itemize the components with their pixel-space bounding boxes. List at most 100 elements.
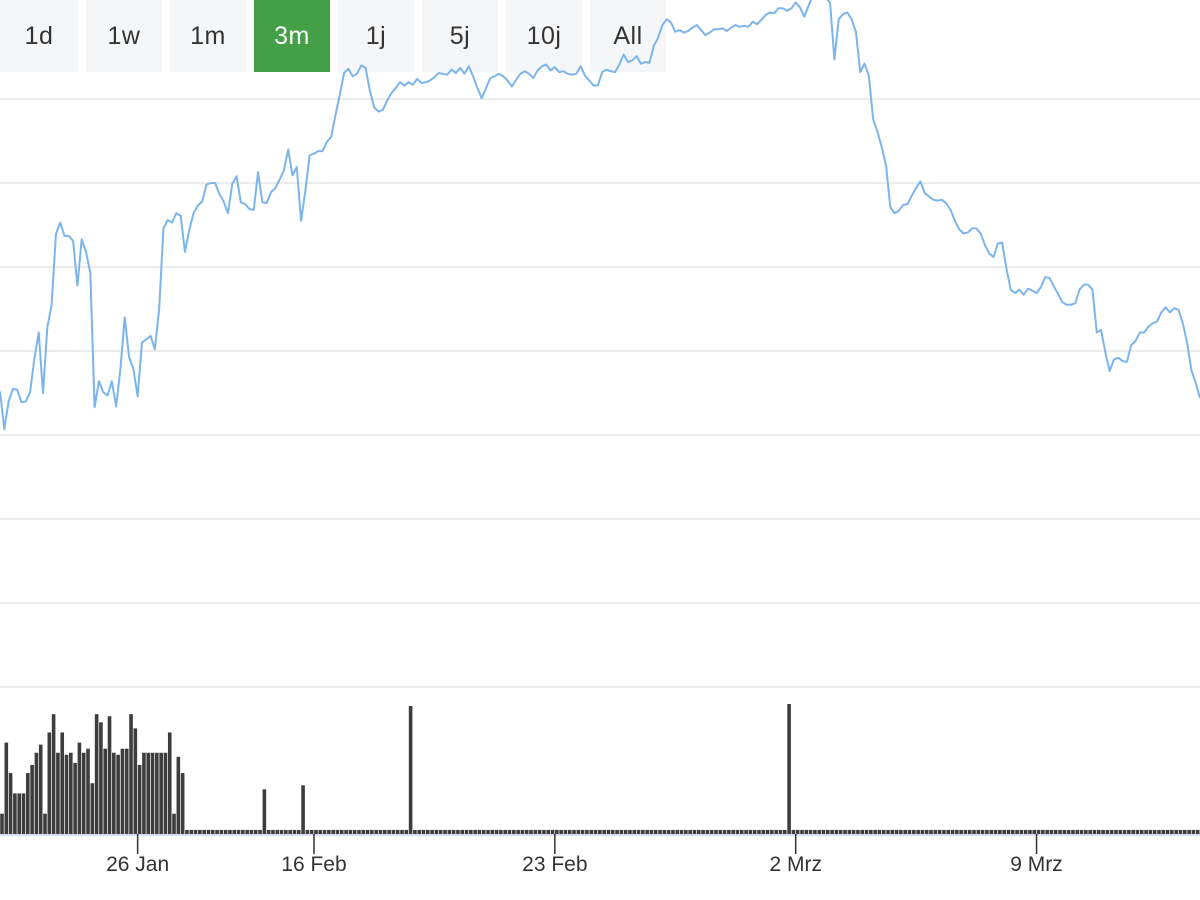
volume-bar — [90, 783, 95, 834]
range-button-5j[interactable]: 5j — [422, 0, 498, 72]
volume-bar — [305, 829, 310, 834]
volume-bar — [374, 829, 378, 834]
volume-bar — [473, 829, 477, 834]
range-selector: 1d 1w 1m 3m 1j 5j 10j All — [0, 0, 674, 72]
volume-bar — [894, 829, 899, 834]
volume-bar — [675, 829, 680, 834]
range-button-3m[interactable]: 3m — [254, 0, 330, 72]
volume-bar — [877, 829, 882, 834]
volume-bar — [202, 829, 206, 834]
volume-bar — [903, 829, 908, 834]
volume-bar — [124, 748, 129, 834]
volume-bar — [1062, 829, 1067, 834]
volume-bar — [550, 829, 555, 834]
volume-bar — [1165, 829, 1170, 834]
volume-bar — [1157, 829, 1161, 834]
volume-bar — [395, 829, 400, 834]
volume-bar — [159, 752, 163, 834]
volume-bar — [791, 829, 796, 834]
volume-bar — [744, 829, 748, 834]
volume-bar — [1161, 829, 1166, 834]
volume-bar — [210, 829, 215, 834]
volume-bar — [451, 829, 456, 834]
volume-bar — [886, 829, 890, 834]
volume-bar — [215, 829, 219, 834]
volume-bar — [413, 829, 417, 834]
volume-bar — [1015, 829, 1019, 834]
range-button-1w[interactable]: 1w — [86, 0, 162, 72]
volume-bar — [1178, 829, 1183, 834]
volume-bar — [47, 732, 52, 834]
volume-bar — [64, 754, 69, 834]
range-button-all[interactable]: All — [590, 0, 666, 72]
volume-bar — [1053, 829, 1058, 834]
volume-bar — [17, 793, 21, 835]
volume-bar — [555, 829, 559, 834]
volume-bar — [567, 829, 572, 834]
volume-bar — [13, 793, 17, 835]
volume-bar — [469, 829, 473, 834]
volume-bar — [318, 829, 323, 834]
volume-bar — [787, 704, 791, 834]
volume-bar — [38, 744, 43, 835]
volume-bar — [1109, 829, 1114, 834]
volume-bar — [112, 752, 116, 834]
volume-bar — [86, 748, 90, 834]
volume-bar — [51, 714, 56, 834]
volume-bar — [735, 829, 740, 834]
volume-bar — [770, 829, 774, 834]
volume-bar — [649, 829, 654, 834]
volume-bar — [129, 714, 133, 834]
volume-bar — [920, 829, 925, 834]
volume-bar — [929, 829, 933, 834]
volume-bar — [1058, 829, 1062, 834]
volume-bar — [137, 764, 142, 834]
volume-bar — [976, 829, 981, 834]
volume-bar — [765, 829, 770, 834]
volume-bar — [980, 829, 985, 834]
volume-bar — [81, 752, 86, 834]
volume-bar — [606, 829, 611, 834]
volume-bar — [1152, 829, 1157, 834]
volume-bar — [881, 829, 886, 834]
volume-bar — [701, 829, 705, 834]
volume-bar — [924, 829, 929, 834]
volume-bar — [585, 829, 589, 834]
price-series-line — [0, 0, 1200, 431]
volume-bar — [645, 829, 649, 834]
volume-bar — [26, 773, 30, 834]
volume-bar — [73, 762, 77, 834]
volume-bar — [937, 829, 942, 834]
volume-bar — [950, 829, 955, 834]
volume-bar — [408, 706, 413, 834]
volume-bar — [56, 752, 60, 834]
volume-bar — [1028, 829, 1032, 834]
volume-bar — [512, 829, 516, 834]
volume-bar — [8, 773, 13, 834]
volume-bar — [692, 829, 697, 834]
volume-bar — [826, 829, 830, 834]
volume-bar — [705, 829, 710, 834]
range-button-10j[interactable]: 10j — [506, 0, 582, 72]
volume-bar — [103, 748, 108, 834]
volume-bar — [163, 752, 168, 834]
range-button-1j[interactable]: 1j — [338, 0, 414, 72]
volume-bar — [1088, 829, 1092, 834]
volume-bar — [602, 829, 606, 834]
volume-bar — [912, 829, 916, 834]
volume-bar — [499, 829, 503, 834]
volume-bar — [142, 752, 146, 834]
volume-bar — [365, 829, 370, 834]
volume-bar — [417, 829, 421, 834]
volume-bar — [1144, 829, 1148, 834]
range-button-1m[interactable]: 1m — [170, 0, 246, 72]
volume-bar — [593, 829, 598, 834]
volume-bar — [1066, 829, 1071, 834]
volume-bar — [245, 829, 249, 834]
volume-bar — [748, 829, 753, 834]
volume-bar — [610, 829, 615, 834]
volume-bar — [709, 829, 714, 834]
volume-bar — [486, 829, 490, 834]
range-button-1d[interactable]: 1d — [0, 0, 78, 72]
volume-bar — [572, 829, 576, 834]
